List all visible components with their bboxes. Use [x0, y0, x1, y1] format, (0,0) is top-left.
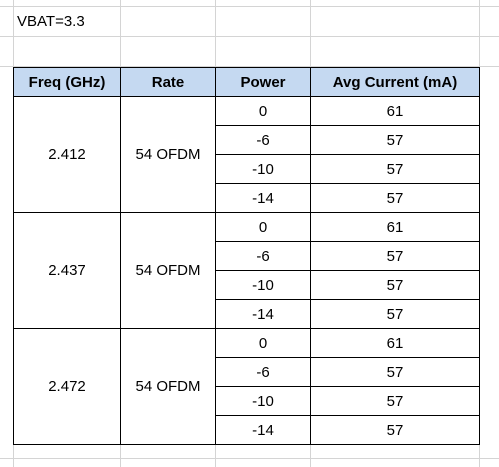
freq-cell[interactable]: 2.412 — [13, 96, 121, 213]
current-cell[interactable]: 61 — [310, 212, 480, 242]
power-cell[interactable]: -14 — [215, 183, 311, 213]
power-cell[interactable]: 0 — [215, 96, 311, 126]
table-row: -10 57 — [14, 386, 480, 416]
table-row: -6 57 — [14, 125, 480, 155]
header-rate[interactable]: Rate — [120, 67, 216, 97]
table-row: -14 57 — [14, 299, 480, 329]
table-row: -14 57 — [14, 183, 480, 213]
current-cell[interactable]: 57 — [310, 270, 480, 300]
table-row: 2.437 54 OFDM 0 61 — [13, 212, 480, 329]
table-row: -6 57 — [14, 357, 480, 387]
power-cell[interactable]: -10 — [215, 154, 311, 184]
table-row: -10 57 — [14, 270, 480, 300]
current-cell[interactable]: 57 — [310, 183, 480, 213]
vbat-note[interactable]: VBAT=3.3 — [17, 13, 85, 30]
power-cell[interactable]: -6 — [215, 125, 311, 155]
current-table: Freq (GHz) Rate Power Avg Current (mA) 2… — [13, 67, 480, 445]
rate-cell[interactable]: 54 OFDM — [120, 96, 216, 213]
header-row: Freq (GHz) Rate Power Avg Current (mA) — [13, 67, 480, 97]
table-row: 2.472 54 OFDM 0 61 — [13, 328, 480, 445]
current-cell[interactable]: 57 — [310, 357, 480, 387]
current-cell[interactable]: 57 — [310, 386, 480, 416]
table-row: -6 57 — [14, 241, 480, 271]
freq-cell[interactable]: 2.437 — [13, 212, 121, 329]
current-cell[interactable]: 57 — [310, 154, 480, 184]
rate-cell[interactable]: 54 OFDM — [120, 328, 216, 445]
power-cell[interactable]: -6 — [215, 357, 311, 387]
power-cell[interactable]: -6 — [215, 241, 311, 271]
power-cell[interactable]: -10 — [215, 270, 311, 300]
power-cell[interactable]: -14 — [215, 415, 311, 445]
current-cell[interactable]: 61 — [310, 96, 480, 126]
header-freq[interactable]: Freq (GHz) — [13, 67, 121, 97]
rate-cell[interactable]: 54 OFDM — [120, 212, 216, 329]
power-cell[interactable]: 0 — [215, 328, 311, 358]
current-cell[interactable]: 57 — [310, 241, 480, 271]
table-row: 2.412 54 OFDM 0 61 — [13, 96, 480, 213]
power-cell[interactable]: -10 — [215, 386, 311, 416]
header-power[interactable]: Power — [215, 67, 311, 97]
power-cell[interactable]: 0 — [215, 212, 311, 242]
current-cell[interactable]: 57 — [310, 415, 480, 445]
freq-cell[interactable]: 2.472 — [13, 328, 121, 445]
power-cell[interactable]: -14 — [215, 299, 311, 329]
header-avg-current[interactable]: Avg Current (mA) — [310, 67, 480, 97]
current-cell[interactable]: 61 — [310, 328, 480, 358]
current-cell[interactable]: 57 — [310, 125, 480, 155]
current-cell[interactable]: 57 — [310, 299, 480, 329]
table-row: -14 57 — [14, 415, 480, 445]
